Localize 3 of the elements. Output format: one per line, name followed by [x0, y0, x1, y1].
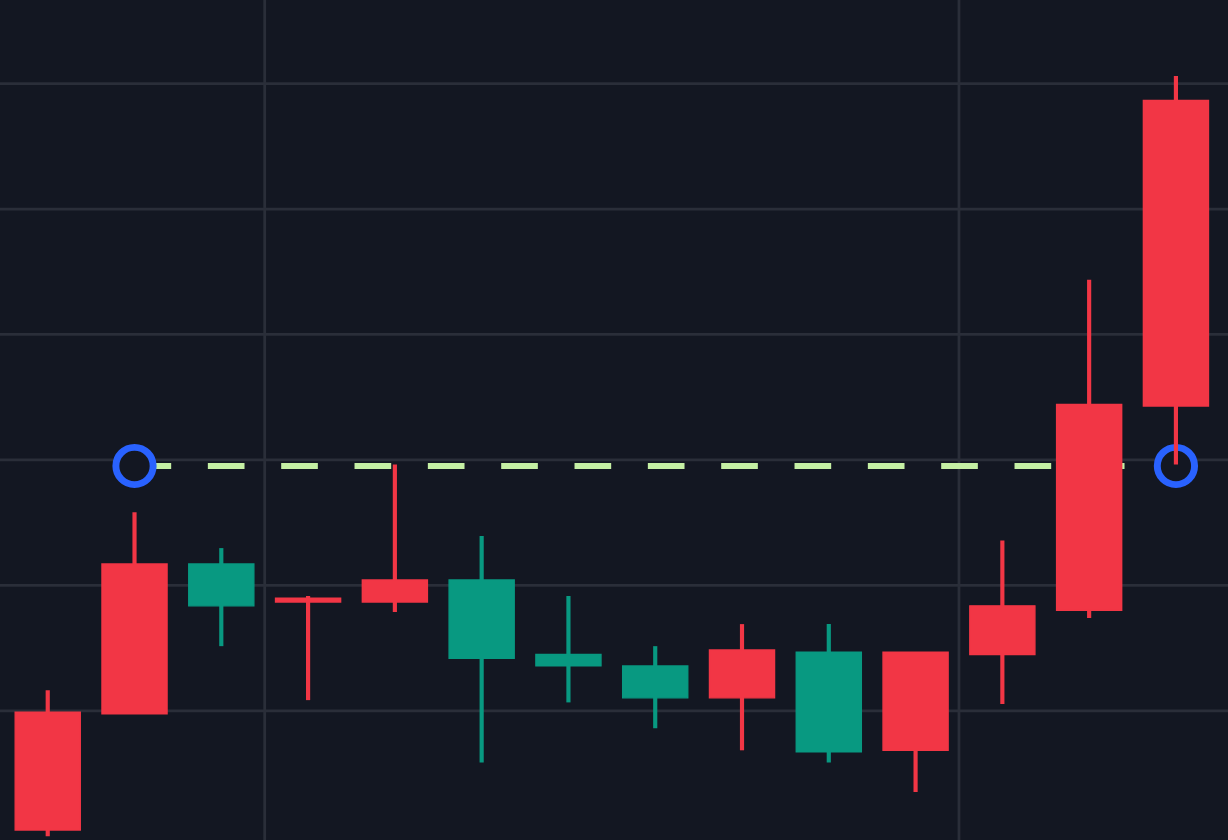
candlestick: [361, 462, 429, 615]
candlestick: [535, 593, 602, 705]
candlestick: [274, 593, 342, 703]
